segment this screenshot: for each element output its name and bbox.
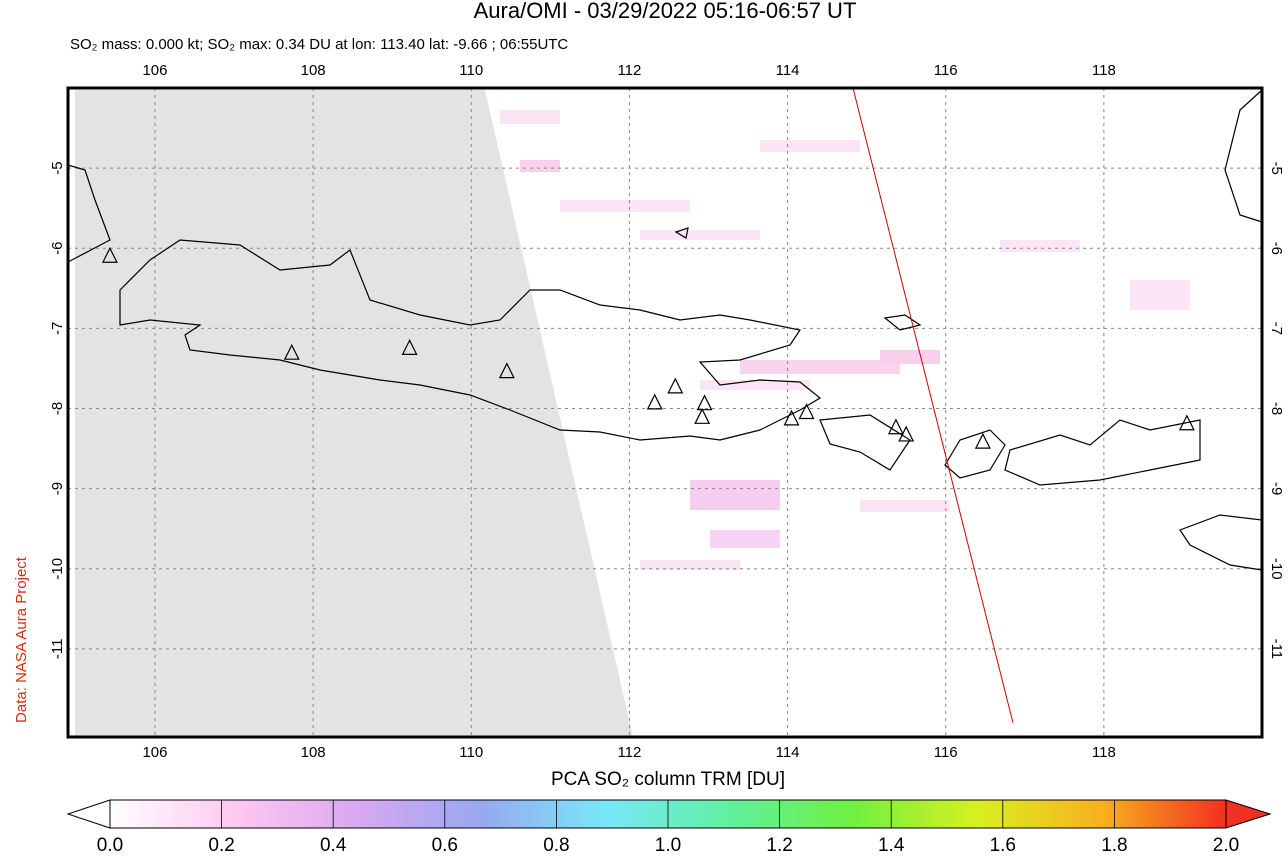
- chart-title: Aura/OMI - 03/29/2022 05:16-06:57 UT: [474, 0, 857, 23]
- orbit-track: [852, 88, 1014, 723]
- x-tick-label: 116: [934, 62, 958, 79]
- volcano: [783, 409, 800, 426]
- y-tick-label: -8: [49, 402, 66, 415]
- colorbar-over-arrow: [1225, 799, 1272, 829]
- x-tick-label: 118: [1092, 744, 1116, 761]
- colorbar-tick-label: 0.4: [320, 835, 347, 855]
- y-tick-label: -10: [1268, 558, 1285, 580]
- y-tick-label: -8: [1268, 402, 1285, 415]
- y-tick-label: -10: [49, 558, 66, 580]
- colorbar-tick-label: 2.0: [1213, 835, 1239, 855]
- colorbar-tick-label: 1.6: [990, 835, 1016, 855]
- y-tick-label: -6: [1268, 242, 1285, 255]
- x-tick-label: 112: [617, 744, 641, 761]
- y-tick-label: -9: [1268, 482, 1285, 495]
- y-tick-label: -5: [1268, 161, 1285, 174]
- colorbar-title: PCA SO₂ column TRM [DU]: [551, 769, 785, 790]
- x-tick-label: 110: [459, 744, 483, 761]
- x-tick-label: 110: [459, 62, 483, 79]
- volcano: [694, 407, 711, 424]
- x-tick-label: 106: [142, 62, 167, 79]
- y-tick-label: -9: [49, 482, 66, 495]
- x-tick-label: 108: [301, 744, 326, 761]
- x-tick-label: 116: [934, 744, 958, 761]
- volcano: [696, 394, 713, 411]
- y-tick-label: -11: [1268, 639, 1285, 660]
- colorbar-tick-label: 1.0: [655, 835, 681, 855]
- colorbar-tick-label: 1.8: [1101, 835, 1127, 855]
- y-tick-label: -6: [49, 242, 66, 255]
- volcano: [498, 362, 515, 379]
- colorbar-tick-label: 0.0: [97, 835, 123, 855]
- so2-retrievals: [500, 110, 1190, 570]
- x-tick-label: 114: [776, 62, 800, 79]
- grid: [68, 88, 1262, 737]
- y-tick-label: -7: [1268, 322, 1285, 335]
- volcano: [667, 377, 684, 394]
- x-tick-label: 118: [1092, 62, 1116, 79]
- volcano: [283, 343, 300, 360]
- x-tick-label: 106: [142, 744, 167, 761]
- overlay: [101, 88, 1195, 723]
- volcano: [898, 425, 915, 442]
- x-tick-label: 114: [776, 744, 800, 761]
- volcano: [887, 418, 904, 435]
- x-tick-label: 108: [301, 62, 326, 79]
- y-tick-label: -7: [49, 322, 66, 335]
- volcano: [1178, 414, 1195, 431]
- subtitle: SO₂ mass: 0.000 kt; SO₂ max: 0.34 DU at …: [70, 36, 568, 53]
- volcano: [401, 339, 418, 356]
- colorbar-under-arrow: [66, 799, 111, 829]
- no-data-region: [75, 90, 633, 737]
- volcano: [101, 246, 118, 263]
- colorbar: 0.0 0.2 0.4 0.6 0.8 1.0 1.2 1.4 1.6 1.8 2.0: [66, 799, 1272, 856]
- volcano: [646, 393, 663, 410]
- colorbar-tick-label: 0.6: [432, 835, 458, 855]
- map-frame: [66, 86, 1264, 739]
- y-tick-label: -11: [49, 639, 66, 660]
- x-tick-label: 112: [617, 62, 641, 79]
- y-tick-label: -5: [49, 161, 66, 174]
- colorbar-tick-label: 0.8: [543, 835, 569, 855]
- volcano: [974, 432, 991, 449]
- colorbar-tick-label: 0.2: [208, 835, 234, 855]
- colorbar-tick-label: 1.2: [766, 835, 792, 855]
- colorbar-tick-label: 1.4: [878, 835, 905, 855]
- volcano: [798, 403, 815, 420]
- credit: Data: NASA Aura Project: [13, 556, 30, 723]
